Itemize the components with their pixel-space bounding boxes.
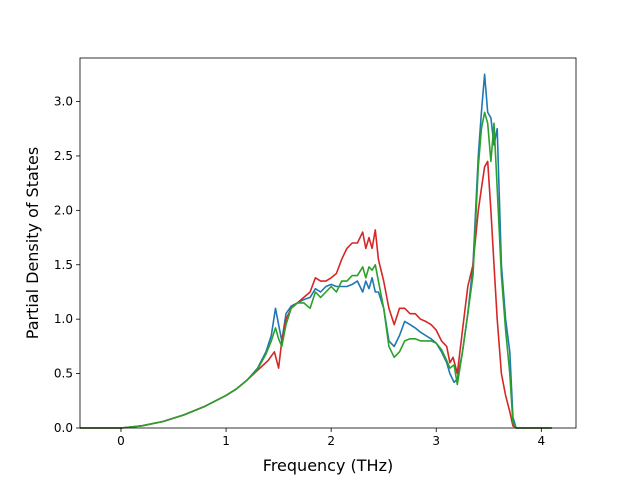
x-tick-label: 3 [432, 434, 440, 448]
series-line-2 [80, 160, 552, 429]
series-layer [80, 73, 552, 429]
y-tick-label: 0.5 [54, 367, 73, 381]
x-axis-title: Frequency (THz) [263, 456, 393, 475]
x-tick-label: 4 [538, 434, 546, 448]
series-line-1 [80, 73, 552, 429]
x-axis: 0 1 2 3 4 [117, 428, 545, 448]
y-tick-label: 3.0 [54, 95, 73, 109]
y-tick-label: 2.5 [54, 149, 73, 163]
series-line-3 [80, 111, 552, 429]
axes-frame [79, 57, 577, 429]
x-tick-label: 2 [327, 434, 335, 448]
y-axis: 0.0 0.5 1.0 1.5 2.0 2.5 3.0 [54, 95, 80, 435]
y-tick-label: 1.0 [54, 312, 73, 326]
y-axis-title: Partial Density of States [23, 147, 42, 339]
x-tick-label: 0 [117, 434, 125, 448]
y-tick-label: 2.0 [54, 203, 73, 217]
x-tick-label: 1 [222, 434, 230, 448]
y-tick-label: 0.0 [54, 421, 73, 435]
y-tick-label: 1.5 [54, 258, 73, 272]
